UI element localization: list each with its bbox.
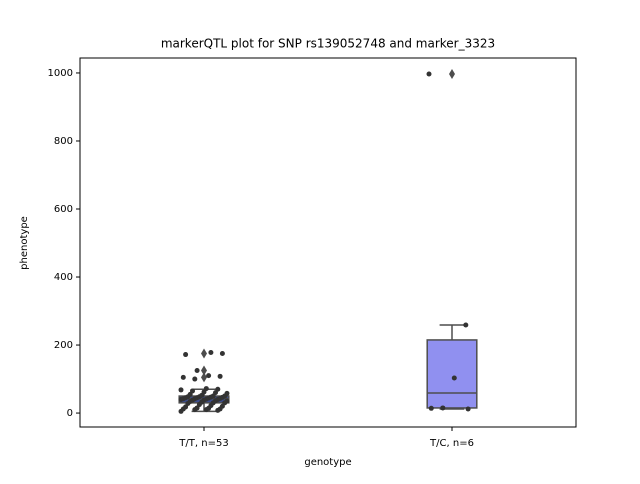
data-point bbox=[206, 373, 212, 379]
data-point bbox=[183, 352, 189, 358]
data-point bbox=[178, 387, 184, 393]
data-point bbox=[180, 374, 186, 380]
box bbox=[426, 339, 478, 409]
data-point bbox=[190, 388, 195, 394]
data-point bbox=[440, 405, 446, 411]
flier bbox=[201, 365, 207, 376]
data-point bbox=[208, 350, 214, 356]
data-point bbox=[192, 376, 198, 382]
y-tick-label: 400 bbox=[54, 272, 73, 283]
y-tick-label: 600 bbox=[54, 204, 73, 215]
data-point bbox=[463, 322, 469, 328]
data-point bbox=[217, 373, 223, 379]
data-point bbox=[451, 375, 457, 381]
y-tick-label: 1000 bbox=[48, 68, 73, 79]
x-tick-label: T/T, n=53 bbox=[178, 438, 228, 449]
data-point bbox=[465, 406, 471, 412]
flier bbox=[449, 68, 455, 79]
y-tick-label: 800 bbox=[54, 136, 73, 147]
flier bbox=[201, 372, 207, 383]
y-tick-label: 0 bbox=[67, 408, 73, 419]
plot-frame bbox=[79, 57, 577, 428]
data-point bbox=[219, 351, 225, 357]
chart-title: markerQTL plot for SNP rs139052748 and m… bbox=[161, 37, 495, 51]
data-point bbox=[224, 398, 230, 404]
y-tick-label: 200 bbox=[54, 340, 73, 351]
data-point bbox=[203, 386, 209, 392]
data-point bbox=[428, 405, 434, 411]
flier bbox=[201, 348, 207, 359]
y-axis-label: phenotype bbox=[19, 216, 30, 270]
x-axis-label: genotype bbox=[304, 457, 351, 468]
data-point bbox=[224, 390, 230, 396]
data-point bbox=[426, 71, 432, 77]
data-point bbox=[215, 386, 221, 392]
data-point bbox=[194, 368, 200, 374]
x-tick-label: T/C, n=6 bbox=[429, 438, 474, 449]
